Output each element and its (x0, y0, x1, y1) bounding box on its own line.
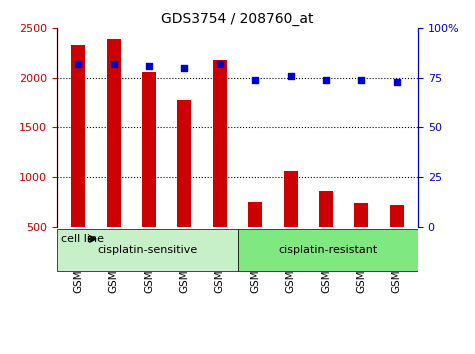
Point (287, 73, 294, 79)
Title: GDS3754 / 208760_at: GDS3754 / 208760_at (161, 12, 314, 26)
Bar (142, 72, 156, 276)
Bar (390, 205, 404, 276)
Bar (284, 171, 298, 276)
Point (322, 77, 330, 83)
FancyBboxPatch shape (238, 229, 418, 271)
Point (145, 63, 153, 69)
Point (393, 79, 400, 85)
Point (216, 61, 224, 67)
Text: cell line: cell line (61, 234, 104, 244)
Point (180, 65, 188, 71)
Text: cisplatin-sensitive: cisplatin-sensitive (97, 245, 198, 255)
FancyBboxPatch shape (57, 229, 238, 271)
Bar (248, 202, 262, 276)
Point (251, 77, 259, 83)
Point (358, 77, 365, 83)
Point (110, 61, 117, 67)
Point (75, 61, 82, 67)
Bar (319, 192, 333, 276)
Bar (106, 39, 121, 276)
Text: cisplatin-resistant: cisplatin-resistant (278, 245, 377, 255)
Bar (354, 203, 369, 276)
Bar (71, 45, 86, 276)
Bar (177, 100, 191, 276)
Bar (213, 59, 227, 276)
